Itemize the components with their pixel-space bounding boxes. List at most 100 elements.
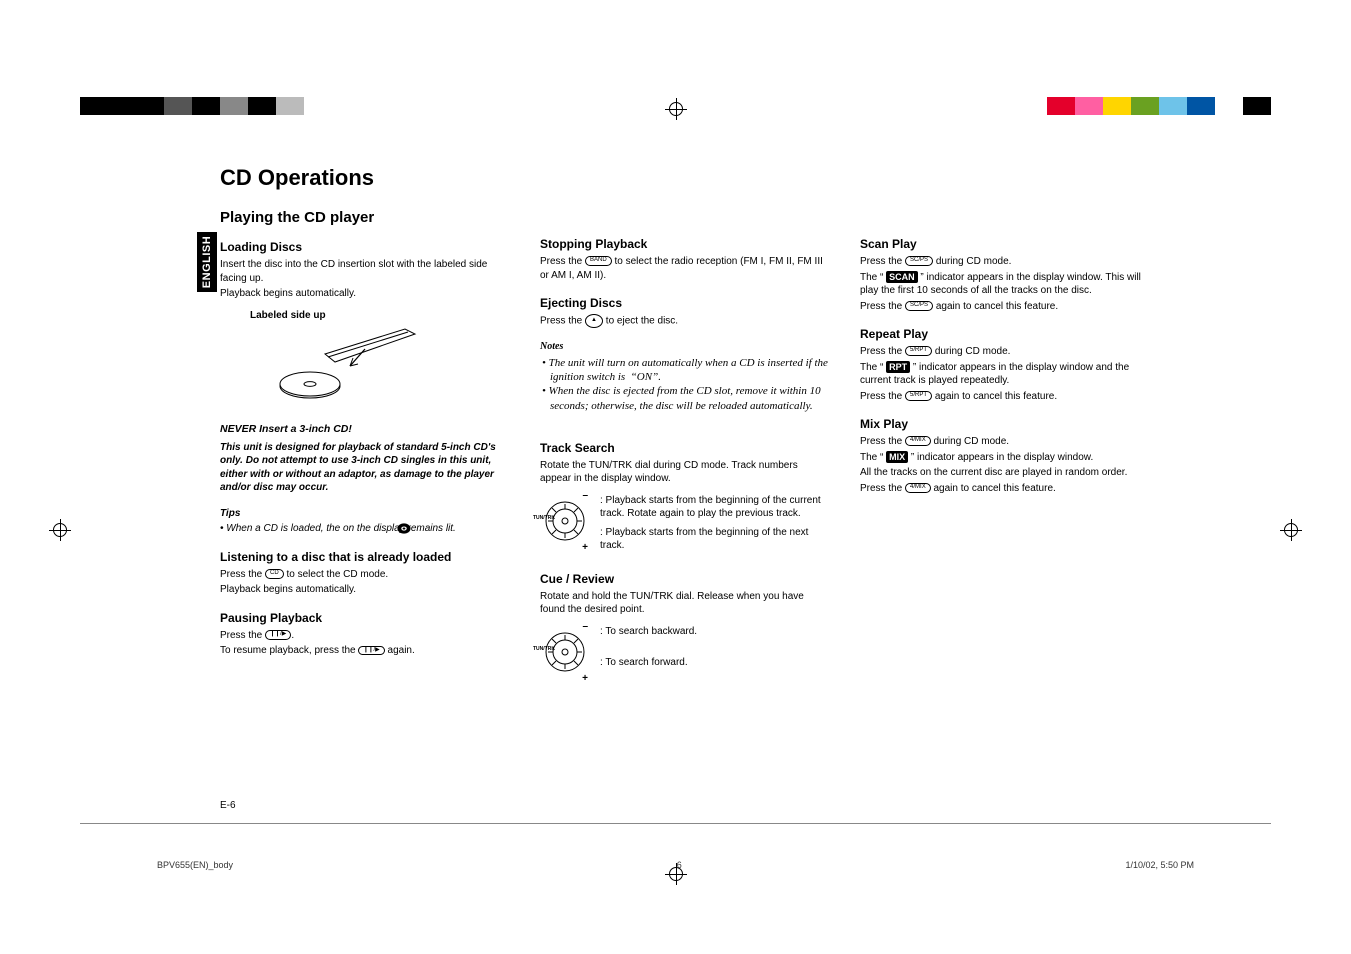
tips-text: • When a CD is loaded, the on the displa… (220, 523, 456, 534)
rpt-p3: Press the 5/RPT again to cancel this fea… (860, 390, 1150, 404)
mix-p2: The “ MIX ” indicator appears in the dis… (860, 451, 1150, 465)
cue-minus-text: : To search backward. (600, 625, 830, 638)
tips-heading: Tips (220, 507, 510, 521)
registration-mark-icon (1279, 518, 1303, 542)
cb (248, 97, 276, 115)
notes-heading: Notes (540, 340, 830, 354)
labeled-side-up-caption: Labeled side up (250, 309, 510, 323)
note-item: The unit will turn on automatically when… (550, 356, 830, 385)
cue-dial-row: TUN/TRK – + : To search backward. : To s… (540, 625, 830, 680)
stopping-p: Press the BAND to select the radio recep… (540, 255, 830, 282)
dial-label: TUN/TRK (533, 647, 555, 652)
column-1: Playing the CD player Loading Discs Inse… (220, 209, 510, 688)
loading-discs-h: Loading Discs (220, 240, 510, 254)
dial-plus-text: : Playback starts from the beginning of … (600, 526, 830, 552)
note-item: When the disc is ejected from the CD slo… (550, 384, 830, 413)
cb (276, 97, 304, 115)
ejecting-p: Press the ▲ to eject the disc. (540, 314, 830, 328)
rpt-button-icon: 5/RPT (905, 346, 932, 356)
dial-label: TUN/TRK (533, 516, 555, 521)
rpt-button-icon: 5/RPT (905, 391, 932, 401)
track-search-h: Track Search (540, 441, 830, 455)
cue-plus-text: : To search forward. (600, 656, 830, 669)
scan-p3: Press the SC/PS again to cancel this fea… (860, 300, 1150, 314)
rpt-p1: Press the 5/RPT during CD mode. (860, 345, 1150, 359)
scan-p2: The “ SCAN ” indicator appears in the di… (860, 271, 1150, 298)
cb (1047, 97, 1075, 115)
listening-p2: Playback begins automatically. (220, 583, 510, 597)
dial-minus-text: : Playback starts from the beginning of … (600, 494, 830, 520)
minus-icon: – (582, 621, 588, 632)
play-pause-button-icon: ❙❙/▶ (265, 630, 291, 640)
cb (136, 97, 164, 115)
dial-icon: TUN/TRK – + (540, 494, 590, 549)
cb (220, 97, 248, 115)
band-button-icon: BAND (585, 256, 612, 266)
cb (1187, 97, 1215, 115)
color-bar-right (1047, 97, 1271, 115)
page-body: CD Operations Playing the CD player Load… (220, 165, 1270, 688)
stopping-h: Stopping Playback (540, 237, 830, 251)
mix-p1: Press the 4/MIX during CD mode. (860, 435, 1150, 449)
mix-p2c: All the tracks on the current disc are p… (860, 466, 1150, 480)
section-playing-h: Playing the CD player (220, 209, 510, 226)
listening-p1: Press the CD to select the CD mode. (220, 568, 510, 582)
footer: BPV655(EN)_body 6 1/10/02, 5:50 PM (157, 860, 1194, 870)
ejecting-h: Ejecting Discs (540, 296, 830, 310)
footer-timestamp: 1/10/02, 5:50 PM (1125, 860, 1194, 870)
listening-h: Listening to a disc that is already load… (220, 550, 510, 564)
cb (1131, 97, 1159, 115)
page-number: E-6 (220, 800, 236, 811)
cb (1075, 97, 1103, 115)
column-2: Stopping Playback Press the BAND to sele… (540, 209, 830, 688)
footer-pagenum: 6 (677, 860, 682, 870)
loading-discs-p1: Insert the disc into the CD insertion sl… (220, 258, 510, 285)
pausing-h: Pausing Playback (220, 611, 510, 625)
never-insert-p: This unit is designed for playback of st… (220, 441, 510, 495)
scan-p1: Press the SC/PS during CD mode. (860, 255, 1150, 269)
track-search-dial-row: TUN/TRK – + : Playback starts from the b… (540, 494, 830, 558)
disc-insertion-diagram (270, 324, 420, 409)
footer-divider (80, 823, 1271, 824)
registration-mark-icon (48, 518, 72, 542)
tips-body: • When a CD is loaded, the on the displa… (220, 522, 510, 536)
loading-discs-p2: Playback begins automatically. (220, 287, 510, 301)
mix-play-h: Mix Play (860, 417, 1150, 431)
cue-review-p: Rotate and hold the TUN/TRK dial. Releas… (540, 590, 830, 617)
pausing-p1: Press the ❙❙/▶. (220, 629, 510, 643)
cb (1215, 97, 1243, 115)
dial-icon: TUN/TRK – + (540, 625, 590, 680)
footer-filename: BPV655(EN)_body (157, 860, 233, 870)
rpt-indicator-icon: RPT (886, 361, 910, 373)
column-3: Scan Play Press the SC/PS during CD mode… (860, 209, 1150, 688)
play-pause-button-icon: ❙❙/▶ (358, 646, 384, 656)
cd-button-icon: CD (265, 569, 284, 579)
language-tab: ENGLISH (197, 232, 217, 292)
page-title: CD Operations (220, 165, 1270, 191)
cb (1159, 97, 1187, 115)
scan-play-h: Scan Play (860, 237, 1150, 251)
cb (80, 97, 108, 115)
cb (1103, 97, 1131, 115)
minus-icon: – (582, 490, 588, 501)
rpt-p2: The “ RPT ” indicator appears in the dis… (860, 361, 1150, 388)
cb (108, 97, 136, 115)
repeat-play-h: Repeat Play (860, 327, 1150, 341)
plus-icon: + (582, 673, 588, 684)
pausing-p2: To resume playback, press the ❙❙/▶ again… (220, 644, 510, 658)
scps-button-icon: SC/PS (905, 301, 933, 311)
notes-list: The unit will turn on automatically when… (540, 356, 830, 413)
mix-button-icon: 4/MIX (905, 436, 931, 446)
mix-button-icon: 4/MIX (905, 483, 931, 493)
scps-button-icon: SC/PS (905, 256, 933, 266)
cb (164, 97, 192, 115)
cb (192, 97, 220, 115)
language-tab-label: ENGLISH (201, 236, 213, 288)
eject-button-icon: ▲ (585, 314, 603, 328)
never-insert-h: NEVER Insert a 3-inch CD! (220, 423, 510, 437)
scan-indicator-icon: SCAN (886, 271, 918, 283)
cue-review-h: Cue / Review (540, 572, 830, 586)
plus-icon: + (582, 542, 588, 553)
color-bar-left (80, 97, 304, 115)
registration-mark-icon (664, 97, 688, 121)
